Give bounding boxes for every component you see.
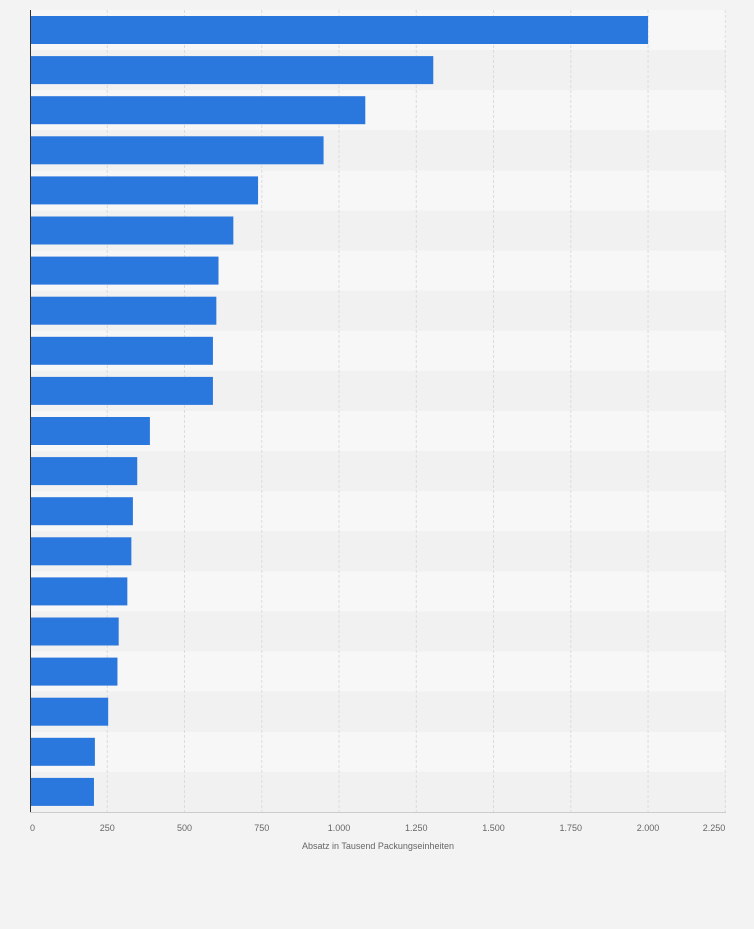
x-tick-label: 1.750 xyxy=(560,823,583,833)
bar xyxy=(30,136,324,165)
row-band xyxy=(30,771,726,812)
bar xyxy=(30,96,366,125)
bar xyxy=(30,537,132,566)
row-band xyxy=(30,531,726,572)
bar xyxy=(30,417,150,445)
bar xyxy=(30,737,95,766)
bar xyxy=(30,256,219,285)
x-tick-label: 2.000 xyxy=(637,823,660,833)
x-axis-title: Absatz in Tausend Packungseinheiten xyxy=(302,841,454,851)
row-band xyxy=(30,651,726,692)
x-tick-label: 250 xyxy=(100,823,115,833)
row-band xyxy=(30,571,726,612)
x-tick-label: 750 xyxy=(254,823,269,833)
row-band xyxy=(30,611,726,652)
row-band xyxy=(30,491,726,532)
x-tick-label: 1.000 xyxy=(328,823,351,833)
bar xyxy=(30,577,128,606)
bar xyxy=(30,336,213,365)
x-tick-label: 1.500 xyxy=(482,823,505,833)
axes xyxy=(30,10,726,813)
bar xyxy=(30,777,94,806)
row-band xyxy=(30,451,726,492)
bar xyxy=(30,497,133,526)
x-tick-label: 1.250 xyxy=(405,823,428,833)
row-band xyxy=(30,731,726,772)
row-bands xyxy=(30,10,726,812)
bar xyxy=(30,657,118,686)
bar xyxy=(30,457,138,486)
row-band xyxy=(30,691,726,732)
grid-lines xyxy=(106,10,726,812)
bars xyxy=(30,16,649,806)
x-tick-label: 0 xyxy=(30,823,35,833)
x-tick-label: 2.250 xyxy=(703,823,726,833)
bar xyxy=(30,176,259,205)
bar xyxy=(30,16,649,44)
bar xyxy=(30,296,217,325)
bar xyxy=(30,216,234,245)
bar xyxy=(30,697,109,726)
x-tick-label: 500 xyxy=(177,823,192,833)
bar xyxy=(30,376,213,405)
bar xyxy=(30,617,119,646)
bar xyxy=(30,56,434,85)
x-tick-labels: 0 250 500 750 1.000 1.250 1.500 1.750 2.000 2.250 xyxy=(30,823,725,833)
